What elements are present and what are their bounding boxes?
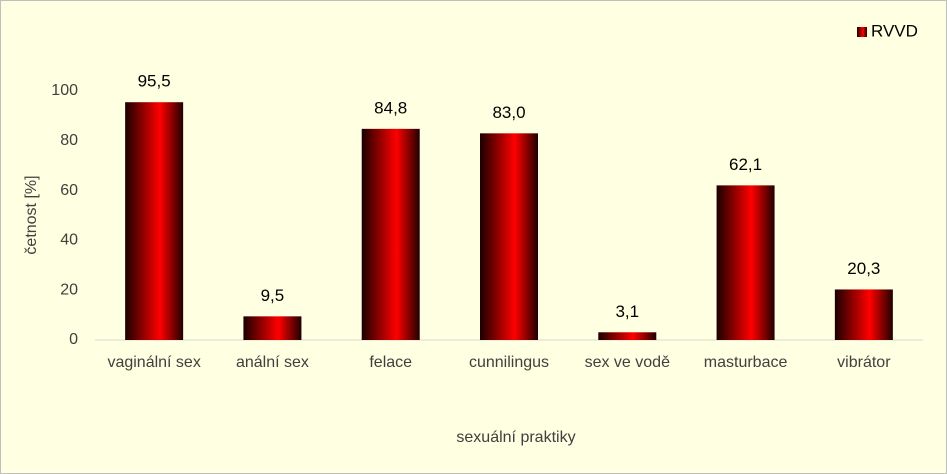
x-tick-label: vaginální sex	[107, 354, 200, 371]
x-tick-label: masturbace	[704, 354, 788, 371]
data-label: 95,5	[138, 72, 171, 91]
y-tick-label: 40	[60, 232, 78, 249]
bar	[243, 316, 302, 340]
bar	[125, 102, 184, 340]
y-tick-label: 20	[60, 281, 78, 298]
bar	[834, 289, 893, 340]
y-axis-title: četnost [%]	[23, 175, 40, 254]
x-tick-label: sex ve vodě	[585, 354, 670, 371]
data-label: 20,3	[847, 259, 880, 278]
x-tick-label: cunnilingus	[469, 354, 549, 371]
y-tick-label: 80	[60, 132, 78, 149]
legend-label: RVVD	[871, 21, 918, 40]
bar	[361, 128, 420, 340]
data-label: 62,1	[729, 155, 762, 174]
bar	[598, 332, 657, 340]
y-tick-label: 100	[51, 82, 78, 99]
x-tick-label: felace	[369, 354, 412, 371]
data-label: 83,0	[492, 103, 525, 122]
y-tick-label: 0	[69, 331, 78, 348]
legend-swatch	[857, 27, 867, 37]
x-tick-label: vibrátor	[837, 354, 891, 371]
data-label: 84,8	[374, 98, 407, 117]
x-axis-title: sexuální praktiky	[456, 429, 575, 446]
bar	[480, 133, 538, 340]
y-tick-label: 60	[60, 182, 78, 199]
bar	[716, 185, 775, 340]
data-label: 3,1	[615, 302, 639, 321]
data-label: 9,5	[261, 286, 285, 305]
x-tick-label: anální sex	[236, 354, 309, 371]
